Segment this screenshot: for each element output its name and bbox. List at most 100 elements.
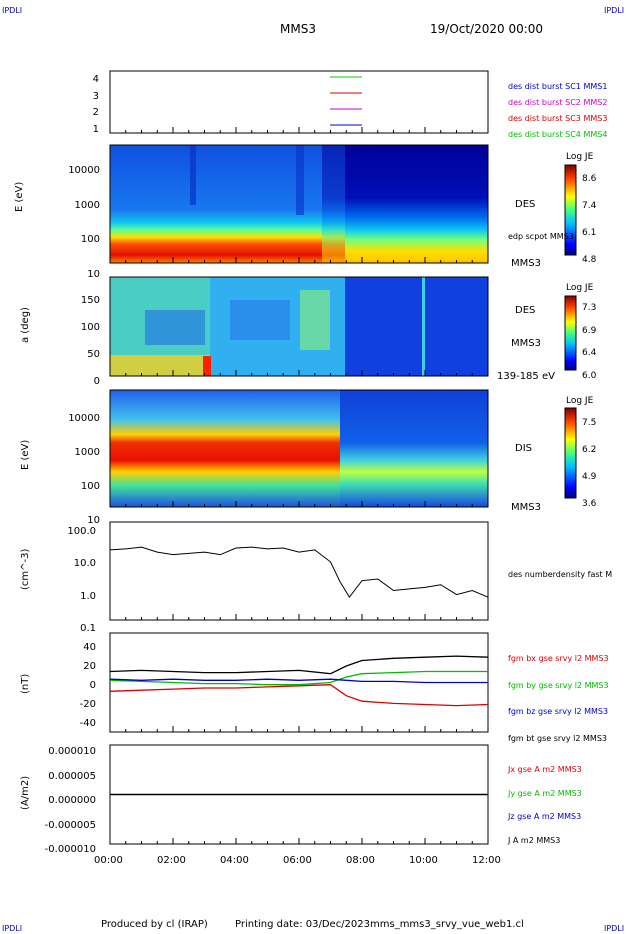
tick-label: 100 bbox=[80, 322, 100, 333]
series-layer bbox=[109, 546, 489, 796]
corner-label-tr: IPDLI bbox=[604, 6, 625, 15]
tick-label: 6.0 bbox=[582, 370, 597, 381]
tick-label: 0 bbox=[89, 680, 96, 692]
energy-range-label: 139-185 eV bbox=[497, 371, 555, 382]
tick-label: 6.9 bbox=[582, 325, 597, 336]
tick-label: 100 bbox=[80, 234, 100, 245]
tick-label: 1000 bbox=[74, 447, 100, 458]
tick-label: -40 bbox=[79, 718, 96, 730]
des-pitch-colorbar bbox=[564, 295, 577, 371]
current-ticks: 0.000010 0.000005 0.000000 -0.000005 -0.… bbox=[40, 740, 96, 863]
density-legend: des numberdensity fast M bbox=[508, 570, 613, 579]
status-panel bbox=[109, 70, 489, 134]
des-energy-sc: MMS3 bbox=[511, 258, 541, 269]
legend-jy: Jy gse A m2 MMS3 bbox=[508, 788, 582, 798]
status-ticks: 4 3 2 1 bbox=[89, 72, 99, 138]
tick-label: 0.000010 bbox=[48, 746, 96, 757]
current-ylabel: (A/m2) bbox=[20, 775, 31, 810]
footer-date: Printing date: 03/Dec/2023 bbox=[235, 919, 371, 930]
des-pitch-spectrogram bbox=[109, 276, 489, 377]
dis-energy-sc: MMS3 bbox=[511, 502, 541, 513]
bfield-ylabel: (nT) bbox=[20, 673, 31, 694]
datetime-title: 19/Oct/2020 00:00 bbox=[430, 22, 544, 36]
current-legend: Jx gse A m2 MMS3 Jy gse A m2 MMS3 Jz gse… bbox=[508, 758, 582, 852]
des-pitch-ylabel: a (deg) bbox=[20, 307, 31, 343]
des-pitch-label: DES bbox=[515, 305, 536, 316]
tick-label: 6.1 bbox=[582, 228, 597, 238]
xtick-6: 12:00 bbox=[472, 855, 501, 866]
corner-label-tl: IPDLI bbox=[2, 6, 23, 15]
tick-label: 7.4 bbox=[582, 201, 597, 211]
tick-label: 40 bbox=[83, 642, 96, 653]
des-pitch-sc: MMS3 bbox=[511, 338, 541, 349]
des-energy-ylabel: E (eV) bbox=[14, 181, 25, 212]
tick-label: 0.1 bbox=[80, 622, 96, 634]
tick-label: 1 bbox=[92, 123, 99, 135]
tick-label: 50 bbox=[87, 349, 100, 360]
bfield-ticks: 40 20 0 -20 -40 bbox=[70, 638, 96, 733]
des-pitch-colorbar-ticks: 7.3 6.9 6.4 6.0 bbox=[582, 297, 596, 387]
legend-jx: Jx gse A m2 MMS3 bbox=[508, 765, 582, 774]
tick-label: 8.6 bbox=[582, 174, 597, 184]
bfield-series-line bbox=[109, 655, 489, 675]
tick-label: 10000 bbox=[68, 413, 100, 424]
bfield-series-line bbox=[109, 678, 488, 684]
colorbar-title: Log JE bbox=[566, 152, 594, 162]
tick-label: 10000 bbox=[68, 165, 100, 176]
tick-label: 6.2 bbox=[582, 445, 597, 455]
tick-label: 3.6 bbox=[582, 499, 597, 509]
xtick-3: 06:00 bbox=[283, 855, 312, 866]
colorbar-title: Log JE bbox=[566, 396, 594, 406]
density-panel bbox=[109, 521, 489, 621]
footer-filename: mms_mms3_srvy_vue_web1.cl bbox=[370, 919, 524, 930]
legend-jz: Jz gse A m2 MMS3 bbox=[508, 812, 582, 821]
tick-label: 100 bbox=[80, 481, 100, 492]
tick-label: -20 bbox=[79, 699, 96, 711]
dis-energy-ticks: 10000 1000 100 10 bbox=[60, 402, 100, 538]
tick-label: 0.000000 bbox=[48, 795, 96, 807]
scpot-label: edp scpot MMS3 bbox=[508, 232, 574, 241]
tick-label: 20 bbox=[83, 661, 96, 673]
legend-bz: fgm bz gse srvy l2 MMS3 bbox=[508, 707, 609, 716]
legend-mms4: des dist burst SC4 MMS4 bbox=[508, 130, 608, 139]
tick-label: 10 bbox=[87, 515, 100, 526]
des-energy-colorbar bbox=[564, 164, 577, 256]
dis-energy-colorbar bbox=[564, 407, 577, 499]
xtick-2: 04:00 bbox=[220, 855, 249, 866]
tick-label: 10 bbox=[87, 268, 100, 280]
tick-label: 7.3 bbox=[582, 303, 597, 313]
tick-label: 7.5 bbox=[582, 418, 597, 428]
des-pitch-ticks: 150 100 50 0 bbox=[70, 287, 100, 395]
tick-label: 150 bbox=[80, 295, 100, 306]
bfield-series-line bbox=[109, 670, 488, 686]
xtick-1: 02:00 bbox=[157, 855, 186, 866]
bfield-legend: fgm bx gse srvy l2 MMS3 fgm by gse srvy … bbox=[508, 646, 609, 752]
tick-label: 4.8 bbox=[582, 255, 597, 265]
tick-label: -0.000010 bbox=[44, 844, 96, 856]
legend-j: J A m2 MMS3 bbox=[508, 835, 561, 845]
dis-energy-label: DIS bbox=[515, 443, 532, 454]
tick-label: 100.0 bbox=[67, 526, 96, 537]
legend-mms2: des dist burst SC2 MMS2 bbox=[508, 98, 608, 107]
des-energy-spectrogram bbox=[109, 144, 489, 264]
xtick-0: 00:00 bbox=[94, 855, 123, 866]
tick-label: 4.9 bbox=[582, 472, 597, 482]
des-energy-colorbar-ticks: 8.6 7.4 6.1 4.8 bbox=[582, 166, 596, 274]
tick-label: 3 bbox=[92, 90, 99, 102]
dis-energy-ylabel: E (eV) bbox=[20, 439, 31, 470]
tick-label: 1000 bbox=[74, 199, 100, 211]
legend-bt: fgm bt gse srvy l2 MMS3 bbox=[508, 733, 607, 743]
tick-label: 4 bbox=[92, 74, 99, 85]
xtick-4: 08:00 bbox=[346, 855, 375, 866]
tick-label: 2 bbox=[92, 107, 99, 118]
dis-energy-colorbar-ticks: 7.5 6.2 4.9 3.6 bbox=[582, 410, 596, 518]
density-series-line bbox=[109, 546, 489, 599]
spacecraft-title: MMS3 bbox=[280, 22, 316, 36]
tick-layer bbox=[109, 127, 489, 844]
status-legend: des dist burst SC1 MMS1 des dist burst S… bbox=[508, 79, 607, 143]
footer-producer: Produced by cl (IRAP) bbox=[101, 919, 208, 930]
corner-label-br: IPDLI bbox=[604, 924, 625, 933]
tick-label: 6.4 bbox=[582, 348, 597, 358]
colorbar-title: Log JE bbox=[566, 283, 594, 293]
